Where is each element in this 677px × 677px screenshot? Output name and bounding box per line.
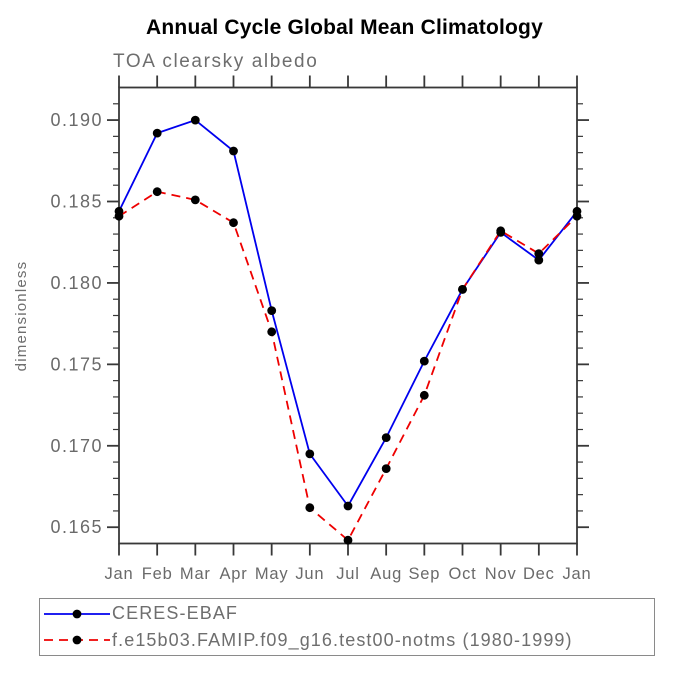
plot-frame [118, 86, 578, 545]
series-line-1 [118, 190, 578, 542]
data-point-s1-Dec [534, 249, 544, 258]
legend-box: CERES-EBAF f.e15b03.FAMIP.f09_g16.test00… [39, 598, 655, 656]
y-tick-label: 0.165 [50, 517, 103, 537]
x-tick-label: Aug [370, 565, 402, 583]
data-point-s1-Jul [343, 535, 353, 545]
data-point-s0-Feb [152, 128, 162, 138]
x-tick-label: Sep [408, 565, 440, 583]
chart-canvas: 0.165 0.170 0.175 0.180 0.185 0.190 Jan Feb Mar A… [50, 75, 591, 583]
data-point-s0-Jul [343, 501, 353, 511]
data-point-s1-Mar [190, 195, 200, 205]
x-tick-label: Nov [485, 565, 517, 583]
series-line-0 [118, 119, 578, 508]
data-point-s0-Dec [534, 255, 544, 265]
data-point-s1-Jun [305, 503, 315, 513]
x-tick-label: Jun [295, 565, 324, 583]
legend-label: f.e15b03.FAMIP.f09_g16.test00-notms (198… [112, 629, 573, 650]
x-tick-label: Feb [142, 565, 173, 583]
x-tick-label: Apr [219, 565, 247, 583]
x-tick-label: Mar [180, 565, 211, 583]
x-tick-label: Dec [523, 565, 555, 583]
data-point-s1-Nov [496, 226, 506, 236]
x-tick-label: Jan [562, 565, 591, 583]
y-tick-label: 0.185 [50, 192, 103, 212]
legend-label: CERES-EBAF [112, 603, 239, 624]
data-point-s1-Oct [458, 285, 467, 294]
y-tick-label: 0.170 [50, 436, 103, 456]
legend-item: f.e15b03.FAMIP.f09_g16.test00-notms (198… [43, 627, 654, 653]
data-point-s1-Jan [114, 211, 124, 221]
legend-line-sample-solid [44, 609, 110, 619]
data-point-s0-May [267, 306, 277, 315]
chart-subtitle: TOA clearsky albedo [113, 51, 319, 72]
data-point-s0-Jun [305, 449, 315, 459]
x-tick-label: Jan [104, 565, 133, 583]
y-tick-label: 0.175 [50, 354, 103, 374]
data-point-s1-Jan [572, 211, 582, 221]
data-point-s1-Aug [381, 464, 391, 473]
legend-marker-dot [72, 609, 82, 619]
data-point-s0-Mar [190, 115, 200, 125]
y-tick-label: 0.180 [50, 273, 103, 293]
x-tick-label: Oct [448, 565, 476, 583]
data-point-s0-Aug [381, 433, 391, 442]
data-point-s1-Feb [152, 187, 162, 197]
legend-item: CERES-EBAF [43, 601, 654, 627]
x-tick-label: Jul [336, 565, 360, 583]
legend-line-sample-dashed [44, 635, 110, 645]
data-point-s1-Apr [229, 218, 238, 228]
x-tick-label: May [255, 565, 289, 583]
chart-title: Annual Cycle Global Mean Climatology [146, 16, 543, 39]
data-point-s0-Apr [229, 146, 238, 156]
data-point-s1-Sep [419, 390, 429, 400]
legend-marker-dot [72, 635, 82, 645]
data-point-s1-May [267, 327, 277, 337]
data-point-s0-Sep [419, 356, 429, 366]
y-tick-label: 0.190 [50, 110, 103, 130]
